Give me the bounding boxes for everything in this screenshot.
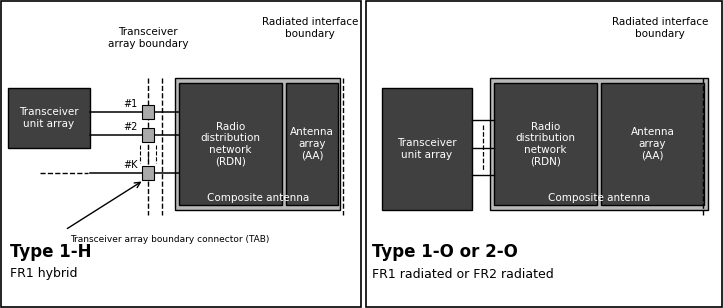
Text: Type 1-O or 2-O: Type 1-O or 2-O bbox=[372, 243, 518, 261]
Bar bbox=[8, 88, 90, 148]
Text: #K: #K bbox=[123, 160, 137, 170]
Bar bbox=[382, 88, 472, 210]
Bar bbox=[142, 166, 154, 180]
Bar bbox=[142, 105, 154, 119]
Text: FR1 radiated or FR2 radiated: FR1 radiated or FR2 radiated bbox=[372, 268, 554, 281]
Text: Antenna
array
(AA): Antenna array (AA) bbox=[290, 128, 334, 160]
Text: Radiated interface
boundary: Radiated interface boundary bbox=[262, 17, 358, 39]
Bar bbox=[142, 128, 154, 142]
Bar bbox=[601, 83, 704, 205]
Text: Type 1-H: Type 1-H bbox=[10, 243, 92, 261]
Bar bbox=[179, 83, 282, 205]
Text: #1: #1 bbox=[123, 99, 137, 109]
Text: #2: #2 bbox=[123, 122, 137, 132]
Text: Radio
distribution
network
(RDN): Radio distribution network (RDN) bbox=[200, 122, 260, 166]
Bar bbox=[494, 83, 597, 205]
Text: FR1 hybrid: FR1 hybrid bbox=[10, 268, 77, 281]
Text: Composite antenna: Composite antenna bbox=[548, 193, 650, 203]
Text: Composite antenna: Composite antenna bbox=[207, 193, 309, 203]
Text: Transceiver
array boundary: Transceiver array boundary bbox=[108, 27, 188, 49]
Bar bbox=[490, 78, 708, 210]
Bar bbox=[175, 78, 340, 210]
Text: Antenna
array
(AA): Antenna array (AA) bbox=[630, 128, 675, 160]
Bar bbox=[366, 1, 722, 307]
Text: Transceiver
unit array: Transceiver unit array bbox=[20, 107, 79, 129]
Bar bbox=[1, 1, 361, 307]
Text: Transceiver array boundary connector (TAB): Transceiver array boundary connector (TA… bbox=[70, 235, 270, 244]
Text: Radiated interface
boundary: Radiated interface boundary bbox=[612, 17, 709, 39]
Text: Radio
distribution
network
(RDN): Radio distribution network (RDN) bbox=[515, 122, 576, 166]
Bar bbox=[286, 83, 338, 205]
Text: Transceiver
unit array: Transceiver unit array bbox=[397, 138, 457, 160]
